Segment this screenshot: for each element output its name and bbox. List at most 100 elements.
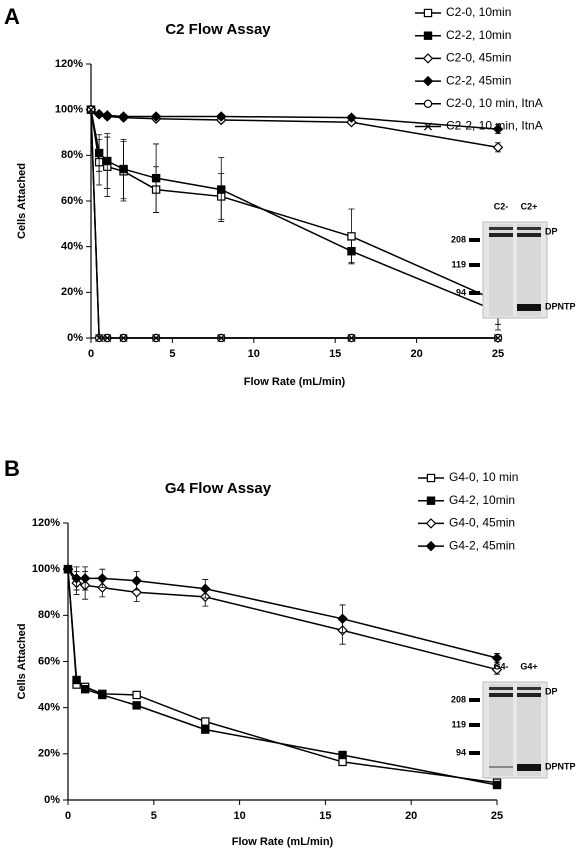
- gel-lane: [517, 224, 541, 316]
- gel-inset: G4- G4+ 208 119 94 DP DPNTP: [451, 661, 576, 779]
- x-tick-label: 20: [410, 348, 422, 360]
- size-label: 94: [456, 287, 466, 297]
- marker: [347, 247, 356, 256]
- marker: [492, 780, 502, 790]
- marker: [491, 664, 503, 675]
- x-tick-label: 0: [65, 810, 71, 822]
- chart-title: C2 Flow Assay: [165, 21, 271, 38]
- marker: [94, 148, 104, 158]
- gel-inset: C2- C2+ 208 119 94 DP DPNTP: [451, 201, 576, 319]
- legend-label: C2-2, 10 min, ItnA: [446, 119, 543, 133]
- gel-band: [517, 764, 541, 771]
- legend-marker: [423, 99, 433, 109]
- marker: [151, 173, 161, 183]
- size-label: 208: [451, 694, 466, 704]
- marker: [132, 701, 141, 710]
- y-tick-label: 0%: [44, 794, 60, 806]
- marker: [71, 573, 82, 584]
- series-line: [90, 109, 498, 339]
- marker: [152, 333, 161, 343]
- marker: [103, 156, 112, 166]
- marker: [200, 583, 211, 595]
- marker: [337, 613, 348, 625]
- gel-band: [517, 227, 541, 230]
- gel-band: [517, 687, 541, 690]
- legend-marker: [425, 518, 437, 529]
- gel-band: [489, 693, 513, 697]
- size-label: 94: [456, 747, 466, 757]
- x-tick-label: 10: [233, 810, 245, 822]
- size-marker: [469, 751, 480, 755]
- marker: [103, 333, 112, 343]
- gel-lane: [489, 224, 513, 316]
- legend-marker: [425, 540, 437, 552]
- marker: [79, 573, 91, 584]
- marker: [346, 112, 357, 123]
- legend-marker: [423, 122, 433, 131]
- legend-label: G4-2, 10min: [449, 493, 515, 507]
- marker: [131, 575, 142, 586]
- lane-label: C2-: [494, 201, 509, 211]
- legend-label: C2-0, 10 min, ItnA: [446, 96, 543, 110]
- legend-marker: [422, 75, 434, 87]
- y-tick-label: 100%: [55, 104, 83, 116]
- x-tick-label: 5: [151, 810, 157, 822]
- y-tick-label: 120%: [55, 58, 83, 70]
- x-axis-label: Flow Rate (mL/min): [244, 376, 346, 388]
- y-tick-label: 100%: [32, 563, 60, 575]
- legend-marker: [422, 53, 434, 64]
- marker: [492, 142, 504, 153]
- x-axis-label: Flow Rate (mL/min): [232, 836, 334, 848]
- marker: [118, 111, 129, 122]
- marker: [347, 232, 356, 241]
- marker: [492, 123, 504, 135]
- legend-label: G4-2, 45min: [449, 538, 515, 552]
- legend-label: G4-0, 45min: [449, 516, 515, 530]
- marker: [95, 333, 104, 343]
- band-label: DP: [545, 686, 558, 696]
- lane-label: G4-: [493, 661, 508, 671]
- marker: [215, 111, 227, 122]
- marker: [98, 690, 107, 700]
- legend-label: C2-2, 45min: [446, 73, 511, 87]
- marker: [347, 333, 356, 343]
- marker: [119, 333, 128, 343]
- gel-lane: [517, 684, 541, 776]
- marker: [201, 725, 210, 734]
- marker: [102, 110, 113, 121]
- gel-band: [517, 693, 541, 697]
- marker: [97, 573, 108, 584]
- y-tick-label: 80%: [38, 609, 60, 621]
- size-label: 119: [451, 719, 466, 729]
- y-axis-label: Cells Attached: [16, 623, 28, 699]
- band-label: DP: [545, 226, 558, 236]
- series-line: [67, 569, 498, 786]
- marker: [491, 652, 503, 664]
- marker: [80, 684, 90, 694]
- x-tick-label: 15: [319, 810, 331, 822]
- marker: [62, 563, 74, 575]
- y-tick-label: 120%: [32, 517, 60, 529]
- x-tick-label: 15: [329, 348, 341, 360]
- x-tick-label: 10: [248, 348, 260, 360]
- band-label: DPNTP: [545, 301, 576, 311]
- legend-marker: [426, 496, 436, 505]
- lane-label: G4+: [520, 661, 537, 671]
- legend-label: G4-0, 10 min: [449, 470, 518, 484]
- gel-band: [489, 233, 513, 237]
- y-tick-label: 40%: [61, 241, 83, 253]
- size-label: 208: [451, 234, 466, 244]
- series-line: [67, 569, 498, 784]
- lane-label: C2+: [521, 201, 538, 211]
- gel-band: [517, 233, 541, 237]
- y-tick-label: 20%: [38, 748, 60, 760]
- marker: [338, 757, 347, 767]
- x-tick-label: 0: [88, 348, 94, 360]
- marker: [93, 108, 105, 120]
- panel-label: B: [4, 456, 20, 481]
- series-line: [90, 109, 499, 303]
- panel-label: A: [4, 4, 20, 29]
- marker: [150, 111, 162, 122]
- legend-label: C2-2, 10min: [446, 28, 511, 42]
